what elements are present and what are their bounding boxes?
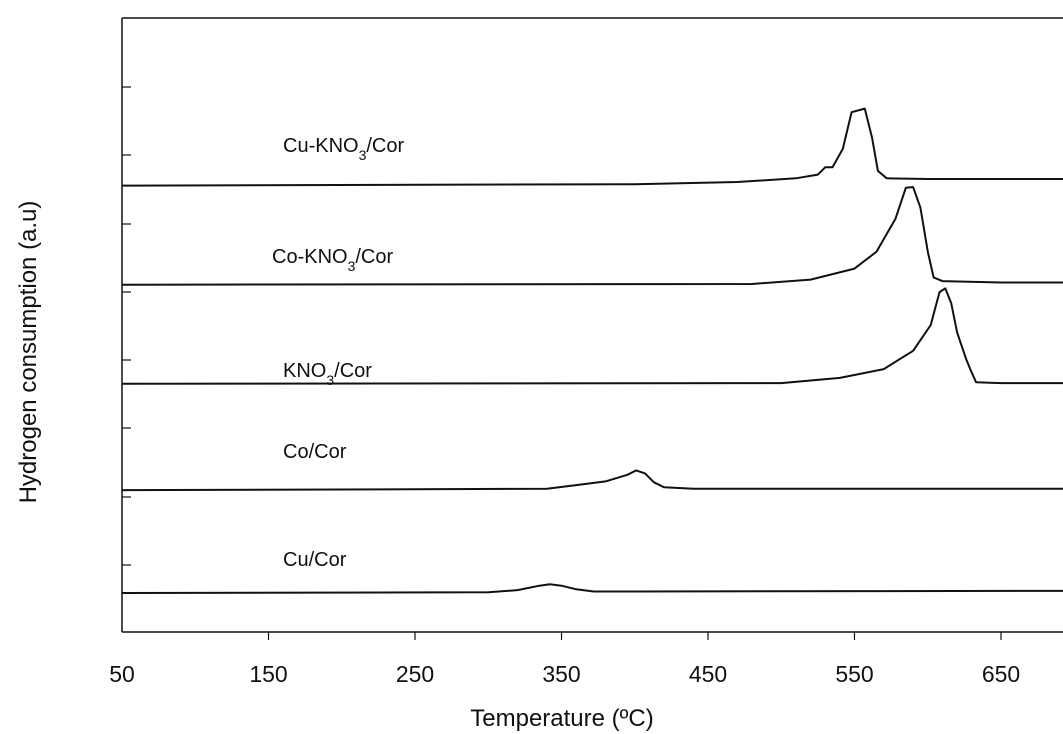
series-label-cu-kno3-cor: Cu-KNO3/Cor: [283, 135, 404, 163]
x-tick-label-250: 250: [396, 661, 434, 687]
series-line-co-kno3-cor: [121, 186, 1063, 286]
y-axis-title: Hydrogen consumption (a.u): [15, 201, 42, 504]
x-tick-label-650: 650: [982, 661, 1020, 687]
series-label-co-kno3-cor: Co-KNO3/Cor: [272, 246, 393, 274]
series-label-kno3-cor: KNO3/Cor: [283, 360, 372, 388]
series-line-co-cor: [121, 469, 1063, 492]
series-group: Cu/Cor Co/Cor KNO3/Cor Co-KNO3/Cor Cu-KNO3/C…: [121, 107, 1063, 594]
series-line-cu-cor: [121, 583, 1063, 594]
series-line-kno3-cor: [121, 287, 1063, 385]
series-line-cu-kno3-cor: [121, 107, 1063, 187]
x-tick-label-550: 550: [835, 661, 873, 687]
x-tick-label-350: 350: [542, 661, 580, 687]
axes: [121, 17, 1063, 633]
series-label-cu-cor: Cu/Cor: [283, 549, 347, 571]
series-label-co-cor: Co/Cor: [283, 441, 347, 463]
x-tick-label-450: 450: [689, 661, 727, 687]
x-tick-label-50: 50: [109, 661, 135, 687]
x-tick-label-150: 150: [249, 661, 287, 687]
ticks: 50 150 250 350 450 550 650: [109, 86, 1020, 687]
x-axis-title: Temperature (ºC): [470, 705, 653, 732]
